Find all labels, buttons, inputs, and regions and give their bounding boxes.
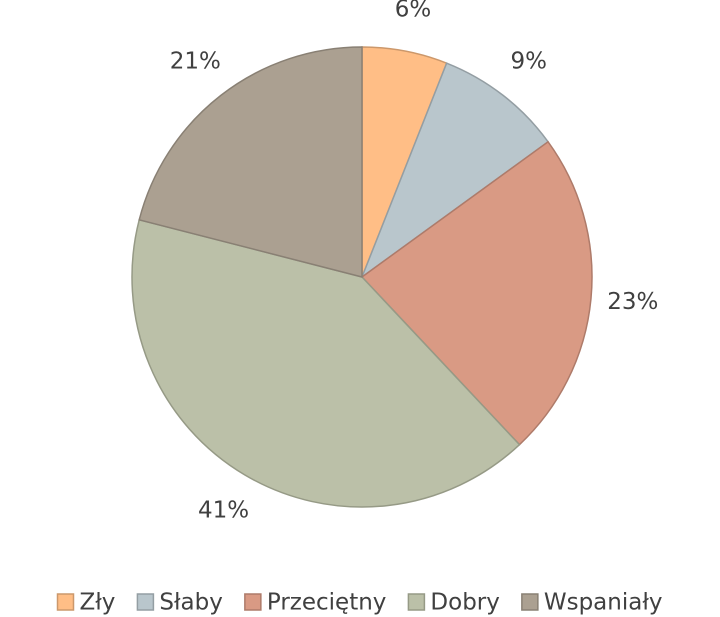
legend-label: Wspaniały xyxy=(544,590,663,616)
data-label: 21% xyxy=(170,49,221,75)
data-label: 41% xyxy=(198,498,249,524)
legend-swatch xyxy=(244,593,262,611)
legend-swatch xyxy=(521,593,539,611)
legend-label: Dobry xyxy=(430,590,499,616)
legend-label: Zły xyxy=(80,590,116,616)
pie-slice xyxy=(360,62,550,280)
data-label: 23% xyxy=(607,289,658,315)
pie-slice xyxy=(131,218,521,508)
legend-label: Słaby xyxy=(159,590,222,616)
data-label: 6% xyxy=(395,0,432,22)
data-label: 9% xyxy=(510,49,547,75)
legend-swatch xyxy=(407,593,426,611)
pie-slice xyxy=(138,46,363,278)
legend-swatch xyxy=(56,593,75,611)
pie-slice xyxy=(360,140,593,446)
legend-swatch xyxy=(136,593,155,611)
legend-label: Przeciętny xyxy=(267,590,387,616)
